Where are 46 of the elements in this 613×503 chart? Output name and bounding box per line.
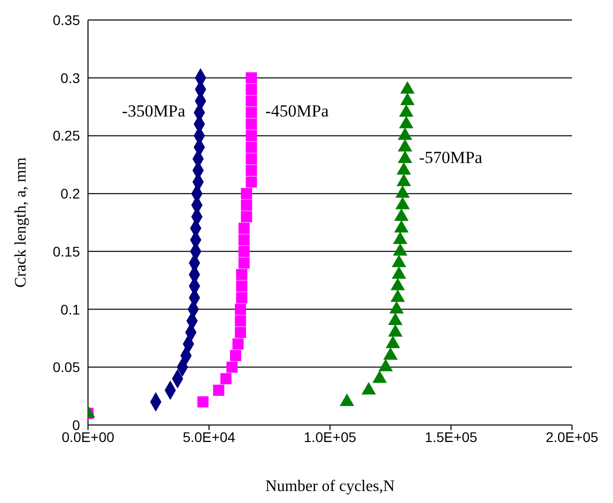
x-tick-label: 1.0E+05: [304, 428, 356, 445]
point: [220, 373, 232, 384]
point: [238, 246, 250, 258]
series-label: -450MPa: [265, 101, 330, 120]
point: [234, 304, 246, 315]
point: [230, 350, 242, 362]
y-tick-label: 0.2: [60, 186, 80, 202]
point: [240, 211, 252, 222]
point: [246, 130, 257, 142]
y-tick-label: 0.1: [60, 301, 80, 318]
series-label: -350MPa: [122, 101, 186, 120]
point: [246, 118, 257, 130]
y-tick-label: 0.15: [52, 243, 80, 260]
y-axis-title: Crack length, a, mm: [12, 156, 30, 288]
point: [213, 384, 224, 396]
point: [240, 188, 252, 200]
point: [234, 315, 246, 326]
point: [236, 280, 248, 292]
point: [226, 362, 238, 373]
y-tick-label: 0.05: [52, 359, 80, 376]
point: [246, 164, 257, 176]
point: [246, 95, 257, 107]
x-tick-label: 5.0E+04: [182, 428, 236, 445]
point: [238, 222, 250, 234]
point: [236, 292, 248, 304]
point: [246, 176, 257, 188]
point: [246, 106, 257, 118]
point: [238, 234, 250, 246]
point: [246, 142, 257, 153]
y-tick-label: 0.25: [52, 128, 80, 144]
x-axis-title: Number of cycles,N: [265, 478, 396, 495]
point: [234, 326, 246, 338]
point: [232, 338, 244, 350]
point: [238, 257, 250, 269]
point: [197, 396, 209, 408]
x-tick-label: 2.0E+05: [546, 428, 598, 445]
point: [236, 268, 248, 280]
point: [240, 200, 252, 211]
y-tick-label: 0: [72, 416, 80, 433]
point: [246, 84, 257, 96]
point: [246, 72, 257, 84]
series-label: -570MPa: [419, 148, 483, 167]
y-tick-label: 0.35: [52, 12, 80, 28]
y-tick-label: 0.3: [60, 70, 80, 86]
point: [246, 153, 257, 164]
x-tick-label: 1.5E+05: [424, 428, 478, 445]
